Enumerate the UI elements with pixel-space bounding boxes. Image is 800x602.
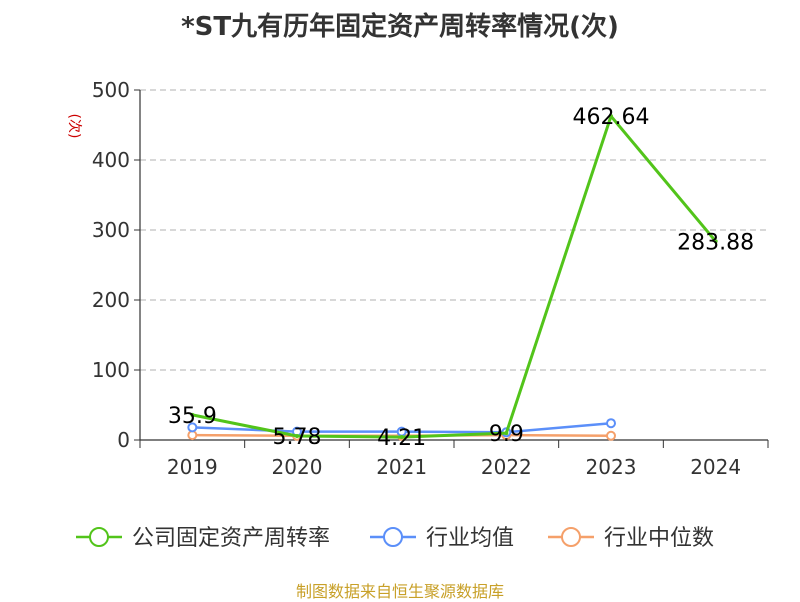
series-lines: [187, 114, 718, 441]
x-tick-label: 2019: [167, 455, 218, 479]
legend-label-2: 行业中位数: [604, 526, 714, 551]
series-point-2: [606, 430, 616, 441]
axes: 0 100 200 300 400 500 (次) 2019 2020 2021 2022 2023 2…: [66, 78, 769, 479]
series-line-0: [192, 114, 717, 439]
grid-lines: [140, 89, 768, 371]
series-point-0: [504, 431, 509, 436]
y-tick-label: 500: [92, 78, 130, 102]
series-point-1: [606, 418, 616, 429]
series-point-0: [190, 412, 195, 417]
legend-label-1: 行业均值: [426, 526, 514, 551]
legend-label-0: 公司固定资产周转率: [132, 526, 330, 551]
y-tick-label: 400: [92, 148, 130, 172]
series-point-1: [187, 422, 198, 433]
data-label: 283.88: [677, 230, 754, 255]
data-labels: 35.9 5.78 4.21 9.9 462.64 283.88: [168, 105, 754, 451]
x-tick-label: 2023: [586, 455, 637, 479]
data-label: 462.64: [573, 105, 650, 130]
x-tick-label: 2020: [272, 455, 323, 479]
series-point-0: [609, 114, 613, 119]
x-tick-label: 2024: [690, 455, 741, 479]
series-point-0: [713, 239, 718, 244]
data-label: 35.9: [168, 404, 217, 429]
series-point-0: [399, 435, 404, 440]
y-tick-label: 200: [92, 288, 130, 312]
x-tick-label: 2021: [376, 455, 427, 479]
y-axis-label: (次): [66, 114, 82, 139]
legend: 公司固定资产周转率 行业均值 行业中位数: [76, 526, 714, 551]
y-tick-label: 300: [92, 218, 130, 242]
legend-marker-2: [561, 527, 581, 547]
legend-marker-1: [383, 527, 403, 547]
y-tick-label: 100: [92, 358, 130, 382]
series-point-0: [295, 433, 299, 438]
chart-title: *ST九有历年固定资产周转率情况(次): [181, 12, 619, 42]
data-label: 9.9: [489, 422, 524, 447]
source-note: 制图数据来自恒生聚源数据库: [295, 582, 504, 601]
legend-marker-0: [89, 527, 109, 547]
data-label: 5.78: [273, 425, 322, 450]
data-label: 4.21: [377, 426, 426, 451]
x-tick-label: 2022: [481, 455, 532, 479]
y-tick-label: 0: [117, 428, 130, 452]
